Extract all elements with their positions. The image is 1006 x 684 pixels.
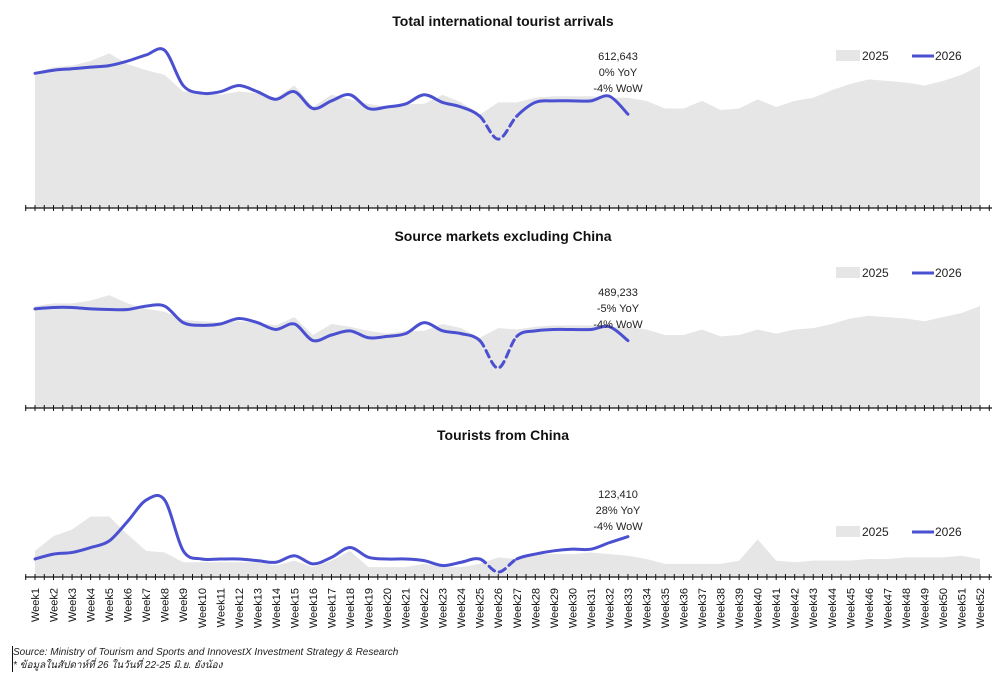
x-axis-ticks [25, 405, 990, 411]
x-tick-label: Week33 [623, 588, 635, 628]
x-tick-label: Week32 [604, 588, 616, 628]
x-tick-label: Week38 [716, 588, 728, 628]
legend-swatch-2025 [836, 526, 860, 537]
x-tick-label: Week15 [289, 588, 301, 628]
legend-label-2025: 2025 [862, 525, 889, 539]
x-tick-label: Week30 [567, 588, 579, 628]
x-tick-label: Week35 [660, 588, 672, 628]
x-tick-label: Week41 [771, 588, 783, 628]
series-2026-line [515, 94, 630, 118]
annotation-line-3: -4% WoW [593, 319, 643, 331]
series-2026-line-dashed [478, 114, 519, 141]
annotation-line-2: 0% YoY [599, 67, 638, 79]
x-tick-label: Week24 [456, 588, 468, 628]
x-tick-label: Week21 [401, 588, 413, 628]
series-2026-line [33, 303, 482, 343]
legend-label-2026: 2026 [935, 266, 962, 280]
x-tick-label: Week34 [641, 588, 653, 628]
x-tick-label: Week16 [308, 588, 320, 628]
x-tick-label: Week2 [49, 588, 61, 622]
x-tick-label: Week23 [438, 588, 450, 628]
x-tick-label: Week28 [530, 588, 542, 628]
x-tick-label: Week43 [808, 588, 820, 628]
annotation-line-2: -5% YoY [597, 303, 640, 315]
chart-panel-3: Tourists from China 123,410 28% YoY -4% WoW… [25, 427, 992, 580]
x-tick-label: Week46 [864, 588, 876, 628]
x-tick-label: Week10 [197, 588, 209, 628]
chart-panel-1: Total international tourist arrivals 612,… [25, 13, 992, 211]
x-tick-label: Week50 [938, 588, 950, 628]
x-tick-label: Week6 [123, 588, 135, 622]
x-tick-label: Week12 [234, 588, 246, 628]
legend-swatch-2025 [836, 267, 860, 278]
legend-label-2025: 2025 [862, 266, 889, 280]
source-note: Source: Ministry of Tourism and Sports a… [12, 646, 398, 672]
x-tick-label: Week25 [475, 588, 487, 628]
legend: 2025 2026 [836, 525, 962, 539]
series-2025-area [35, 516, 980, 577]
x-tick-label: Week3 [67, 588, 79, 622]
series-2026-line [515, 324, 630, 343]
x-tick-label: Week37 [697, 588, 709, 628]
chart-figure: Total international tourist arrivals 612,… [25, 13, 992, 628]
x-tick-label: Week40 [753, 588, 765, 628]
series-2026-line [33, 493, 482, 568]
x-tick-label: Week31 [586, 588, 598, 628]
x-tick-label: Week26 [493, 588, 505, 628]
legend: 2025 2026 [836, 266, 962, 280]
legend-label-2026: 2026 [935, 525, 962, 539]
legend-label-2026: 2026 [935, 49, 962, 63]
annotation-line-1: 489,233 [598, 287, 638, 299]
x-tick-label: Week5 [104, 588, 116, 622]
chart-title: Tourists from China [437, 427, 569, 443]
annotation-line-2: 28% YoY [596, 505, 641, 517]
chart-title: Total international tourist arrivals [392, 13, 614, 29]
legend-label-2025: 2025 [862, 49, 889, 63]
x-tick-label: Week1 [30, 588, 42, 622]
x-tick-label: Week8 [160, 588, 172, 622]
x-tick-label: Week45 [845, 588, 857, 628]
x-tick-label: Week47 [882, 588, 894, 628]
x-axis-ticks [25, 205, 990, 211]
chart-title: Source markets excluding China [394, 228, 611, 244]
series-2026-line-dashed [478, 334, 519, 370]
x-tick-label: Week52 [975, 588, 987, 628]
series-2026-line [515, 535, 630, 561]
source-line-2: * ข้อมูลในสัปดาห์ที่ 26 ในวันที่ 22-25 ม… [13, 660, 223, 671]
x-tick-label: Week51 [956, 588, 968, 628]
annotation-line-1: 612,643 [598, 51, 638, 63]
annotation-line-1: 123,410 [598, 489, 638, 501]
x-tick-label: Week18 [345, 588, 357, 628]
x-tick-label: Week7 [141, 588, 153, 622]
x-tick-label: Week14 [271, 588, 283, 628]
series-2026-line-dashed [478, 557, 519, 574]
x-tick-label: Week11 [215, 588, 227, 627]
legend: 2025 2026 [836, 49, 962, 63]
x-tick-label: Week27 [512, 588, 524, 628]
x-tick-label: Week9 [178, 588, 190, 622]
x-tick-label: Week29 [549, 588, 561, 628]
x-tick-label: Week20 [382, 588, 394, 628]
x-tick-label: Week42 [790, 588, 802, 628]
x-tick-label: Week49 [919, 588, 931, 628]
series-2026-line [33, 47, 482, 118]
x-tick-label: Week19 [364, 588, 376, 628]
source-line-1: Source: Ministry of Tourism and Sports a… [13, 647, 399, 658]
x-tick-label: Week44 [827, 588, 839, 628]
annotation-line-3: -4% WoW [593, 521, 643, 533]
x-tick-label: Week17 [326, 588, 338, 628]
legend-swatch-2025 [836, 50, 860, 61]
x-tick-label: Week36 [679, 588, 691, 628]
x-tick-label: Week39 [734, 588, 746, 628]
x-axis-ticks [25, 574, 990, 580]
annotation-line-3: -4% WoW [593, 83, 643, 95]
x-tick-label: Week22 [419, 588, 431, 628]
x-tick-label: Week48 [901, 588, 913, 628]
x-tick-label: Week13 [252, 588, 264, 628]
x-tick-label: Week4 [86, 588, 98, 622]
x-axis-tick-labels: Week1 Week2 Week3 Week4 Week5 Week6 Week7 Week8… [30, 588, 987, 628]
chart-panel-2: Source markets excluding China 489,233 -5%… [25, 228, 992, 411]
